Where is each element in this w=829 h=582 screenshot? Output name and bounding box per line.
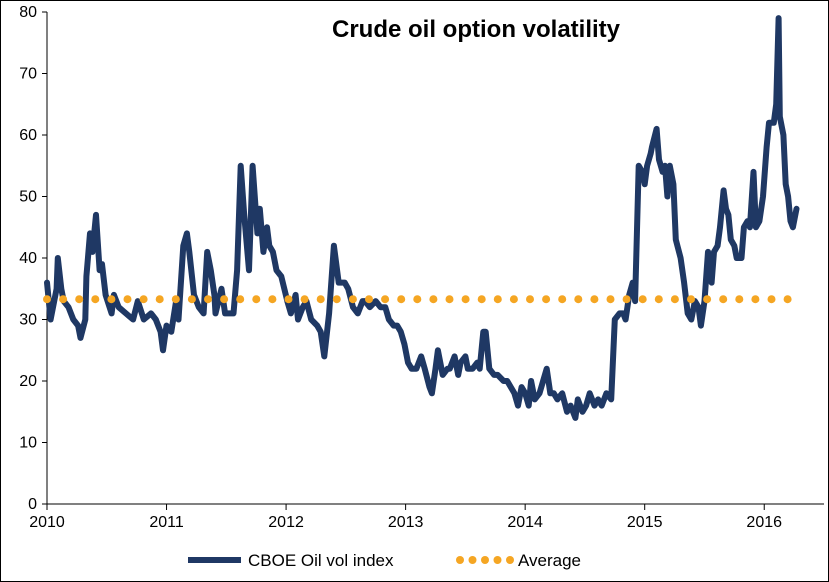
y-tick-label: 0 xyxy=(28,496,37,513)
average-dot xyxy=(735,295,744,304)
legend-label-cboe: CBOE Oil vol index xyxy=(248,551,394,570)
legend-swatch-average xyxy=(456,556,514,564)
average-dot xyxy=(783,295,792,304)
average-dot xyxy=(365,295,373,304)
average-dot xyxy=(397,295,406,304)
average-dot xyxy=(767,295,776,304)
average-dot xyxy=(381,295,390,304)
average-dot xyxy=(526,295,534,304)
average-dot xyxy=(107,295,116,304)
x-tick-label: 2014 xyxy=(507,514,543,531)
axes: 0 10 20 30 40 50 60 70 80 2010 2011 2012 2013 2014 201… xyxy=(19,4,824,531)
average-dot xyxy=(445,295,454,304)
average-dot xyxy=(75,295,84,304)
average-dot xyxy=(670,295,679,304)
average-dot xyxy=(316,295,325,304)
average-dot xyxy=(171,295,180,304)
average-dot xyxy=(139,295,148,304)
average-dot xyxy=(687,295,695,304)
chart-title: Crude oil option volatility xyxy=(332,16,621,43)
y-tick-label: 50 xyxy=(19,189,37,206)
series-line-cboe-oil-vol-index xyxy=(44,15,800,421)
average-dot xyxy=(187,295,196,304)
average-dot xyxy=(204,295,212,304)
y-tick-label: 60 xyxy=(19,127,37,144)
average-dot xyxy=(43,295,51,304)
y-tick-label: 80 xyxy=(19,4,37,21)
average-dot xyxy=(622,295,631,304)
average-dot xyxy=(332,295,341,304)
average-dot xyxy=(654,295,663,304)
y-tick-label: 40 xyxy=(19,250,37,267)
average-dot xyxy=(155,295,164,304)
average-dot xyxy=(236,295,245,304)
average-dot xyxy=(252,295,261,304)
average-dot xyxy=(123,295,132,304)
y-tick-label: 30 xyxy=(19,312,37,329)
x-tick-label: 2011 xyxy=(149,514,184,531)
legend-dot xyxy=(493,556,502,564)
x-tick-label: 2013 xyxy=(388,514,424,531)
x-tick-label: 2010 xyxy=(29,514,65,531)
average-dot xyxy=(703,295,712,304)
x-tick-label: 2016 xyxy=(746,514,782,531)
average-dot xyxy=(574,295,583,304)
legend-dot xyxy=(456,556,464,564)
x-tick-label: 2012 xyxy=(268,514,304,531)
y-tick-label: 20 xyxy=(19,373,37,390)
legend-dot xyxy=(481,556,489,564)
average-dot xyxy=(509,295,518,304)
average-dot xyxy=(719,295,728,304)
average-dot xyxy=(751,295,760,304)
average-dot xyxy=(461,295,470,304)
average-dot xyxy=(284,295,293,304)
average-dot xyxy=(300,295,309,304)
average-dot xyxy=(348,295,357,304)
average-dot xyxy=(268,295,277,304)
average-dot xyxy=(220,295,229,304)
y-tick-label: 70 xyxy=(19,66,37,83)
average-dot xyxy=(91,295,100,304)
average-dot xyxy=(493,295,502,304)
average-dot xyxy=(542,295,551,304)
average-dot xyxy=(638,295,647,304)
x-tick-label: 2015 xyxy=(627,514,663,531)
legend-label-average: Average xyxy=(518,551,581,570)
average-dot xyxy=(477,295,486,304)
legend-dot xyxy=(506,556,514,564)
legend-dot xyxy=(468,556,477,564)
average-dot xyxy=(429,295,438,304)
y-tick-label: 10 xyxy=(19,435,37,452)
average-dot xyxy=(558,295,567,304)
average-dot xyxy=(413,295,422,304)
series-group xyxy=(43,15,800,421)
average-dot xyxy=(590,295,599,304)
legend: CBOE Oil vol index Average xyxy=(188,551,581,570)
average-dot xyxy=(606,295,615,304)
average-dot xyxy=(59,295,68,304)
